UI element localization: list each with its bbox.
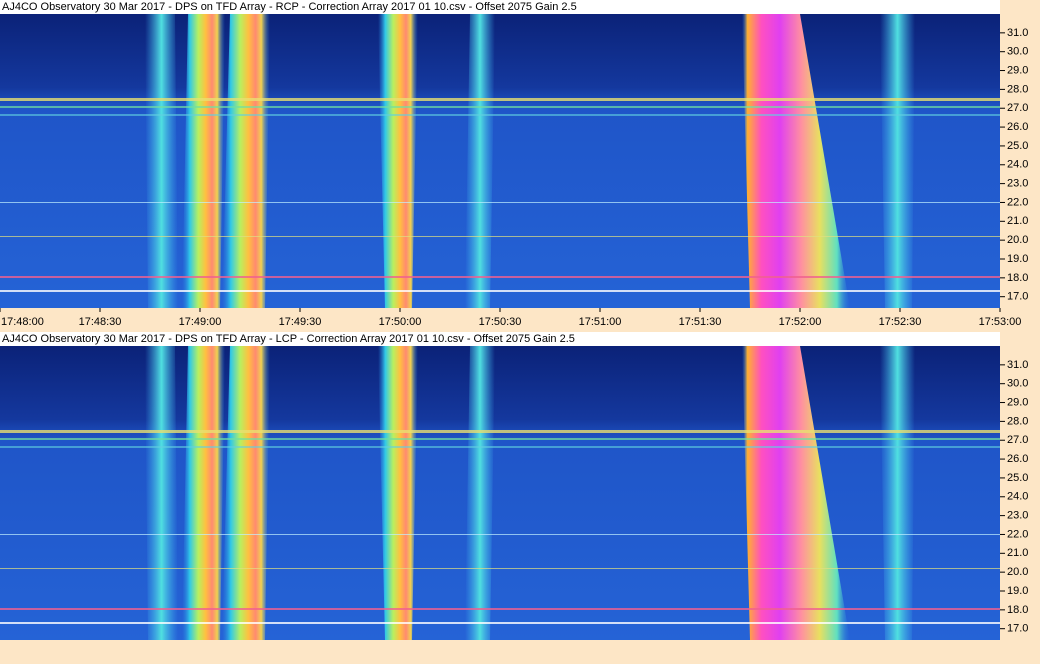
y-tick-label: 24.0 [1007,159,1028,171]
y-tick-label: 27.0 [1007,102,1028,114]
x-tick-label: 17:49:30 [279,316,322,328]
y-tick-label: 30.0 [1007,46,1028,58]
y-tick-label: 29.0 [1007,396,1028,408]
x-tick-label: 17:52:30 [879,316,922,328]
y-tick-label: 24.0 [1007,491,1028,503]
y-tick-label: 22.0 [1007,196,1028,208]
y-tick-label: 26.0 [1007,453,1028,465]
y-tick-label: 25.0 [1007,140,1028,152]
chart-title: AJ4CO Observatory 30 Mar 2017 - DPS on T… [2,333,575,345]
y-tick-label: 17.0 [1007,291,1028,303]
y-tick-label: 26.0 [1007,121,1028,133]
y-tick-label: 28.0 [1007,83,1028,95]
y-tick-label: 17.0 [1007,623,1028,635]
y-tick-label: 29.0 [1007,64,1028,76]
y-tick-label: 27.0 [1007,434,1028,446]
y-tick-label: 23.0 [1007,510,1028,522]
y-tick-label: 20.0 [1007,234,1028,246]
y-tick-label: 20.0 [1007,566,1028,578]
y-tick-label: 31.0 [1007,27,1028,39]
y-tick-label: 31.0 [1007,359,1028,371]
y-tick-label: 25.0 [1007,472,1028,484]
title-bar [0,332,1000,346]
y-tick-label: 19.0 [1007,253,1028,265]
y-tick-label: 19.0 [1007,585,1028,597]
x-tick-label: 17:50:30 [479,316,522,328]
y-tick-label: 21.0 [1007,547,1028,559]
x-tick-label: 17:50:00 [379,316,422,328]
y-tick-label: 30.0 [1007,378,1028,390]
y-tick-label: 22.0 [1007,528,1028,540]
x-tick-label: 17:48:00 [1,316,44,328]
x-tick-label: 17:49:00 [179,316,222,328]
title-bar [0,0,1000,14]
x-tick-label: 17:53:00 [979,316,1022,328]
y-tick-label: 28.0 [1007,415,1028,427]
y-tick-label: 18.0 [1007,604,1028,616]
y-tick-label: 21.0 [1007,215,1028,227]
x-tick-label: 17:48:30 [79,316,122,328]
y-tick-label: 18.0 [1007,272,1028,284]
chart-title: AJ4CO Observatory 30 Mar 2017 - DPS on T… [2,1,577,13]
spectrogram [0,14,1000,308]
spectrogram [0,346,1000,640]
x-tick-label: 17:51:00 [579,316,622,328]
x-tick-label: 17:51:30 [679,316,722,328]
y-tick-label: 23.0 [1007,178,1028,190]
x-tick-label: 17:52:00 [779,316,822,328]
